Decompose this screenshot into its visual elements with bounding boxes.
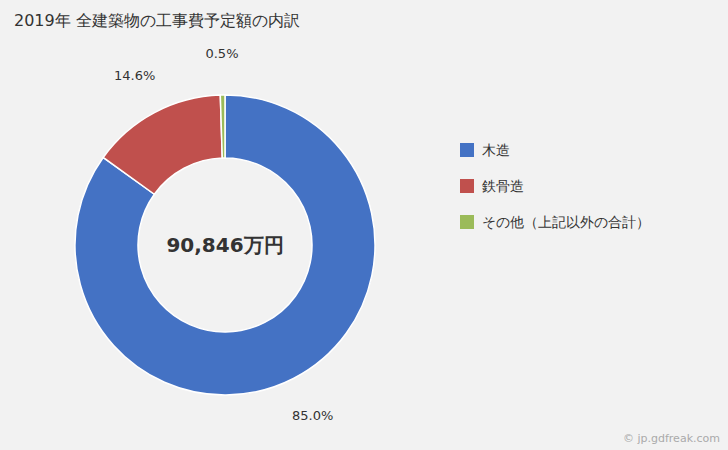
legend-swatch <box>460 143 474 157</box>
background <box>0 0 728 450</box>
data-labels: 85.0% 14.6% 0.5% <box>114 46 333 424</box>
slice <box>75 95 375 395</box>
legend-label: その他（上記以外の合計） <box>482 214 650 230</box>
watermark: © jp.gdfreak.com <box>623 432 720 445</box>
data-label: 14.6% <box>114 68 155 83</box>
slices <box>75 95 375 395</box>
legend-label: 鉄骨造 <box>482 178 524 194</box>
legend-label: 木造 <box>482 142 510 158</box>
slice <box>220 95 225 158</box>
legend: 木造鉄骨造その他（上記以外の合計） <box>460 142 650 230</box>
slice <box>103 95 222 194</box>
legend-swatch <box>460 179 474 193</box>
chart-container: 2019年 全建築物の工事費予定額の内訳 85.0% 14.6% 0.5% 90,846… <box>0 0 728 450</box>
title: 2019年 全建築物の工事費予定額の内訳 <box>14 11 300 30</box>
chart: 2019年 全建築物の工事費予定額の内訳 85.0% 14.6% 0.5% 90,846… <box>0 0 728 450</box>
center-text: 90,846万円 <box>166 233 283 257</box>
data-label: 85.0% <box>292 408 333 423</box>
legend-swatch <box>460 215 474 229</box>
data-label: 0.5% <box>205 46 238 61</box>
